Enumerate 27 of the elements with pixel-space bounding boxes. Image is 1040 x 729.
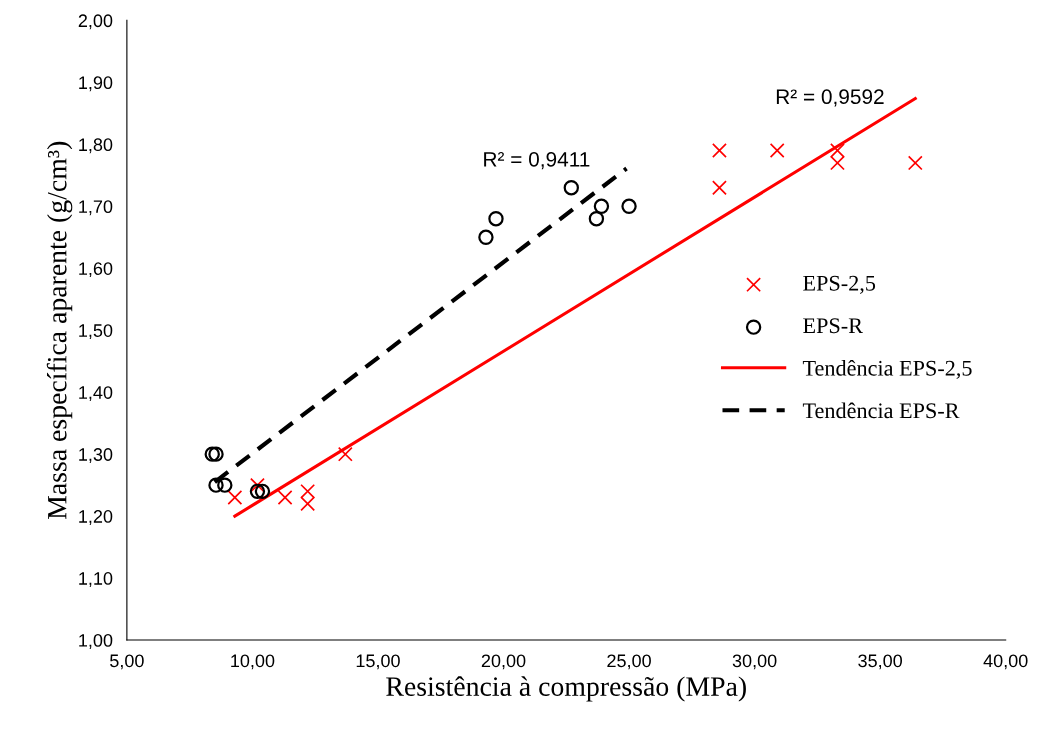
x-tick-label: 20,00	[481, 654, 526, 670]
y-tick-label: 1,30	[79, 448, 113, 464]
y-tick-label: 2,00	[78, 14, 113, 30]
annotation: R² = 0,9411	[484, 151, 590, 170]
y-tick-label: 1,90	[79, 76, 113, 92]
y-tick-label: 1,20	[79, 510, 113, 525]
legend-label: EPS-2,5	[803, 275, 876, 294]
y-axis-title: Massa específica aparente (g/cm³)	[46, 141, 73, 520]
y-tick-label: 1,50	[79, 324, 113, 340]
legend-label: EPS-R	[803, 318, 863, 334]
x-tick-label: 15,00	[356, 654, 400, 670]
x-tick-label: 35,00	[858, 654, 903, 670]
y-tick-label: 1,80	[79, 138, 113, 154]
y-tick-label: 1,70	[79, 200, 113, 216]
x-tick-label: 30,00	[732, 654, 777, 670]
y-tick-label: 1,00	[79, 634, 113, 649]
x-tick-label: 40,00	[983, 654, 1028, 670]
x-tick-label: 10,00	[231, 654, 275, 670]
y-tick-label: 1,10	[79, 572, 113, 587]
y-tick-label: 1,40	[79, 386, 113, 402]
x-axis-title: Resistência à compressão (MPa)	[386, 676, 746, 702]
x-tick-label: 5,00	[110, 654, 144, 670]
legend-label: Tendência EPS-R	[802, 402, 960, 419]
annotation: R² = 0,9592	[776, 89, 884, 107]
legend-label: Tendência EPS-2,5	[802, 360, 972, 379]
x-tick-label: 25,00	[607, 654, 651, 670]
y-tick-label: 1,60	[79, 262, 113, 278]
